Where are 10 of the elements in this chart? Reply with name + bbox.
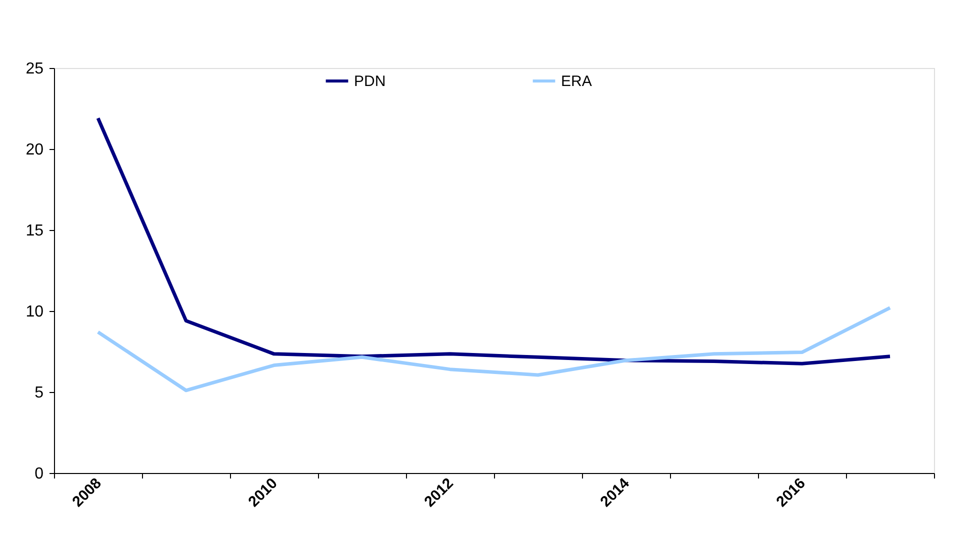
line-series — [96, 306, 892, 392]
y-tick-label: 25 — [26, 60, 44, 78]
legend-label: PDN — [354, 73, 386, 90]
line-series — [96, 116, 892, 366]
y-tick-label: 5 — [34, 384, 44, 402]
y-tick-label: 20 — [26, 142, 44, 158]
y-tick-label: 15 — [26, 222, 44, 240]
y-tick-label: 0 — [34, 466, 44, 482]
y-tick-label: 10 — [26, 304, 44, 320]
legend-label: ERA — [561, 73, 592, 90]
